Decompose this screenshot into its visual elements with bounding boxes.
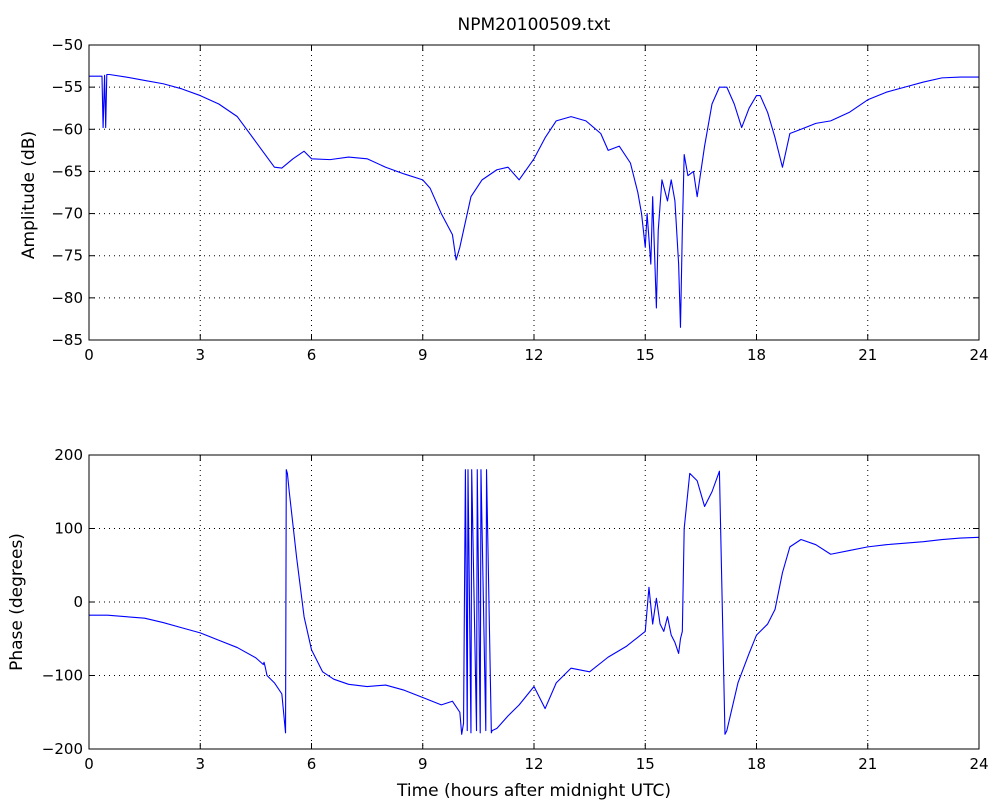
amplitude-ytick-label: −75 (51, 247, 83, 265)
phase-xtick-label: 3 (195, 755, 205, 773)
amplitude-ytick-label: −60 (51, 120, 83, 138)
phase-xlabel: Time (hours after midnight UTC) (396, 781, 671, 801)
amplitude-xtick-label: 18 (747, 346, 766, 364)
amplitude-ytick-label: −65 (51, 162, 83, 180)
phase-xtick-label: 6 (307, 755, 317, 773)
figure-title: NPM20100509.txt (458, 15, 611, 35)
amplitude-xtick-label: 6 (307, 346, 317, 364)
amplitude-xtick-label: 24 (969, 346, 988, 364)
amplitude-ylabel: Amplitude (dB) (19, 131, 39, 259)
amplitude-ytick-label: −85 (51, 331, 83, 349)
phase-ylabel: Phase (degrees) (7, 533, 27, 671)
phase-xtick-label: 9 (418, 755, 428, 773)
amplitude-xtick-label: 15 (636, 346, 655, 364)
amplitude-plot: 0 3 6 9 12 15 18 21 24 −85 −80 −75 −70 −65 −60 −55 −50 (51, 36, 988, 364)
phase-plot: 0 3 6 9 12 15 18 21 24 −200 −100 0 100 200 (42, 446, 989, 773)
phase-xtick-label: 24 (969, 755, 988, 773)
amplitude-xtick-label: 3 (195, 346, 205, 364)
phase-xtick-label: 21 (858, 755, 877, 773)
phase-xtick-label: 15 (636, 755, 655, 773)
amplitude-ytick-label: −80 (51, 289, 83, 307)
phase-ytick-label: 200 (54, 446, 83, 464)
phase-ytick-label: −100 (42, 667, 83, 685)
phase-xtick-label: 18 (747, 755, 766, 773)
phase-ytick-label: 0 (73, 593, 83, 611)
amplitude-xtick-label: 9 (418, 346, 428, 364)
amplitude-series-line (89, 73, 979, 328)
phase-xtick-label: 0 (84, 755, 94, 773)
phase-xtick-label: 12 (524, 755, 543, 773)
amplitude-ytick-label: −55 (51, 78, 83, 96)
phase-ytick-label: 100 (54, 520, 83, 538)
amplitude-xtick-label: 21 (858, 346, 877, 364)
phase-series-line (89, 469, 979, 735)
amplitude-xtick-label: 12 (524, 346, 543, 364)
phase-ytick-label: −200 (42, 740, 83, 758)
amplitude-ytick-label: −50 (51, 36, 83, 54)
amplitude-ytick-label: −70 (51, 205, 83, 223)
amplitude-xtick-label: 0 (84, 346, 94, 364)
